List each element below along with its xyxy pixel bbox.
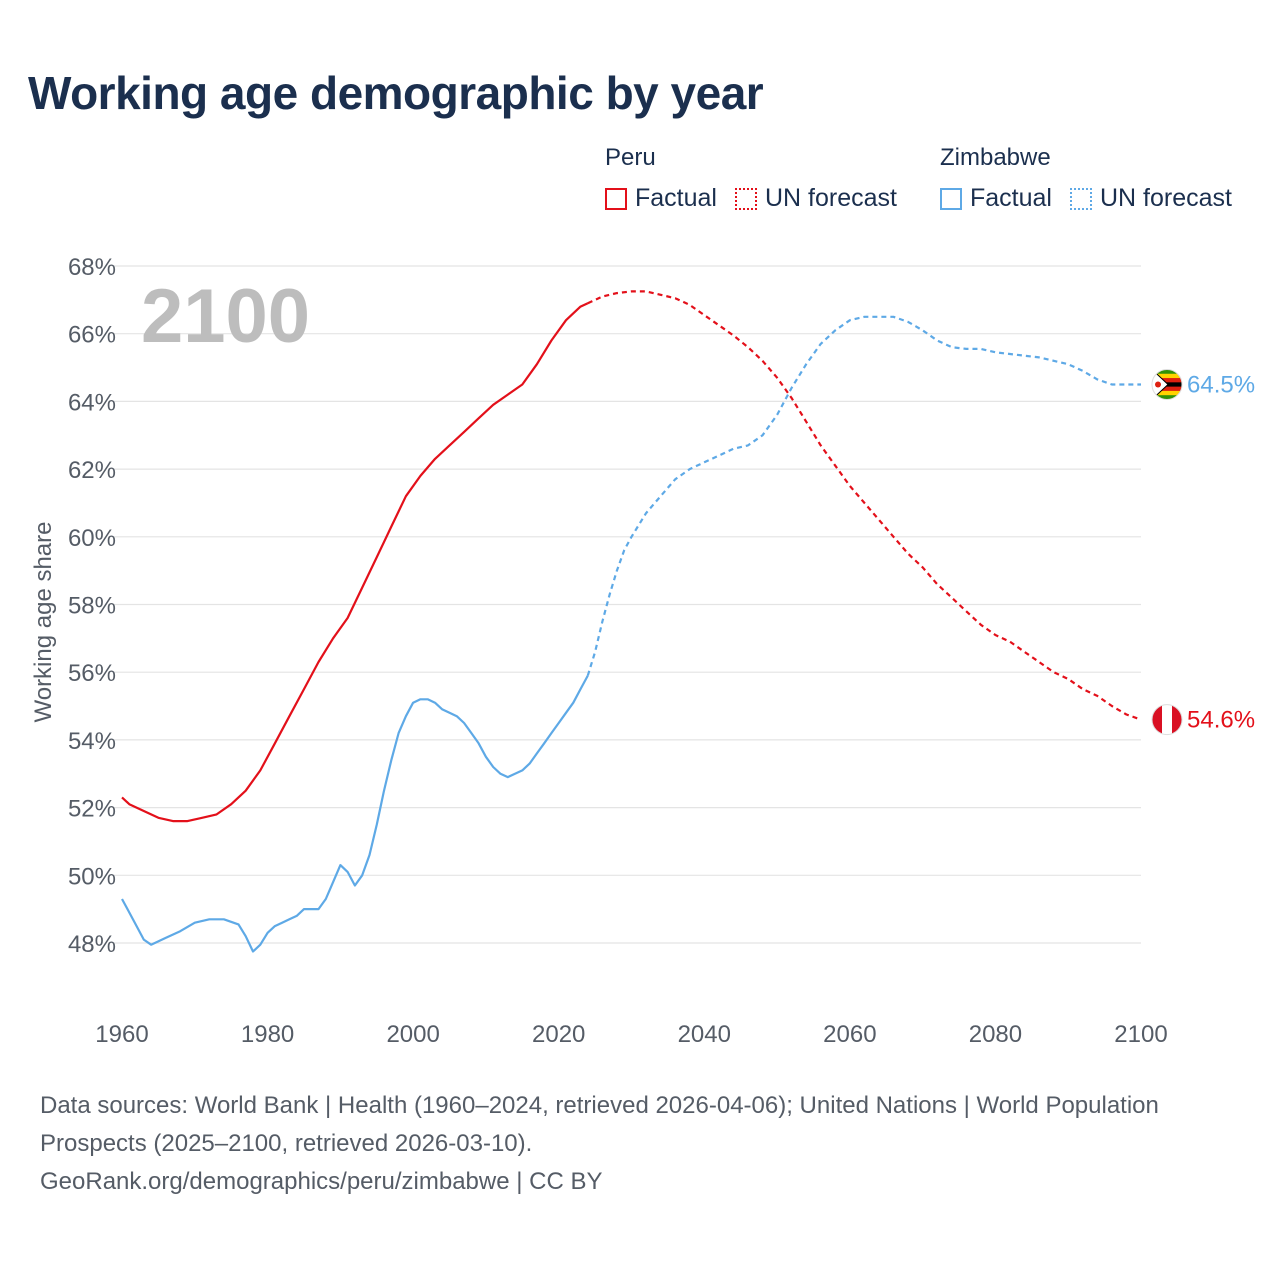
year-watermark: 2100 <box>141 274 310 359</box>
legend-zimbabwe-name: Zimbabwe <box>940 144 1051 171</box>
y-tick-label: 48% <box>68 931 116 958</box>
legend-peru-name: Peru <box>605 144 656 171</box>
peru-flag-icon <box>1151 704 1183 736</box>
y-tick-label: 58% <box>68 593 116 620</box>
y-tick-label: 54% <box>68 728 116 755</box>
legend-label: Factual <box>970 184 1052 212</box>
x-tick-label: 2000 <box>386 1021 439 1048</box>
chart-title: Working age demographic by year <box>28 67 764 119</box>
zimbabwe-flag-icon <box>1151 368 1183 400</box>
legend-peru-forecast[interactable]: UN forecast <box>734 184 897 213</box>
legend-label: UN forecast <box>1099 184 1232 212</box>
x-tick-label: 1960 <box>95 1021 148 1048</box>
y-tick-label: 68% <box>68 254 116 281</box>
x-tick-label: 2100 <box>1114 1021 1167 1048</box>
x-tick-label: 2080 <box>969 1021 1022 1048</box>
y-tick-label: 52% <box>68 796 116 823</box>
legend-label: UN forecast <box>764 184 897 212</box>
x-tick-label: 2060 <box>823 1021 876 1048</box>
peru-forecast-line <box>587 290 1142 721</box>
legend-label: Factual <box>635 184 717 212</box>
data-sources-text: Data sources: World Bank | Health (1960–… <box>40 1092 1159 1157</box>
legend-swatch-zimbabwe-forecast <box>1069 187 1092 210</box>
x-tick-label: 2040 <box>678 1021 731 1048</box>
legend-zimbabwe-forecast[interactable]: UN forecast <box>1069 184 1232 213</box>
y-tick-label: 56% <box>68 660 116 687</box>
legend-zimbabwe: Zimbabwe Factual UN forecast <box>940 144 1232 213</box>
legend-swatch-zimbabwe-factual <box>940 187 962 210</box>
y-tick-label: 60% <box>68 525 116 552</box>
y-tick-label: 66% <box>68 322 116 349</box>
x-tick-label: 2020 <box>532 1021 585 1048</box>
peru-end-value-label: 54.6% <box>1187 707 1255 734</box>
site-credit-link[interactable]: GeoRank.org/demographics/peru/zimbabwe |… <box>40 1168 603 1195</box>
peru-factual-line <box>121 302 589 823</box>
legend-zimbabwe-factual[interactable]: Factual <box>940 184 1070 213</box>
footer: Data sources: World Bank | Health (1960–… <box>40 1087 1240 1201</box>
legend-swatch-peru-factual <box>605 187 627 210</box>
zimbabwe-factual-line <box>121 675 589 953</box>
zimbabwe-forecast-line <box>586 315 1141 676</box>
y-tick-label: 50% <box>68 863 116 890</box>
legend-peru: Peru Factual UN forecast <box>605 144 897 213</box>
x-tick-label: 1980 <box>241 1021 294 1048</box>
y-tick-label: 62% <box>68 457 116 484</box>
zimbabwe-end-value-label: 64.5% <box>1187 371 1255 398</box>
y-tick-label: 64% <box>68 389 116 416</box>
y-axis-label: Working age share <box>30 522 57 723</box>
legend-peru-factual[interactable]: Factual <box>605 184 735 213</box>
legend-swatch-peru-forecast <box>734 187 757 210</box>
